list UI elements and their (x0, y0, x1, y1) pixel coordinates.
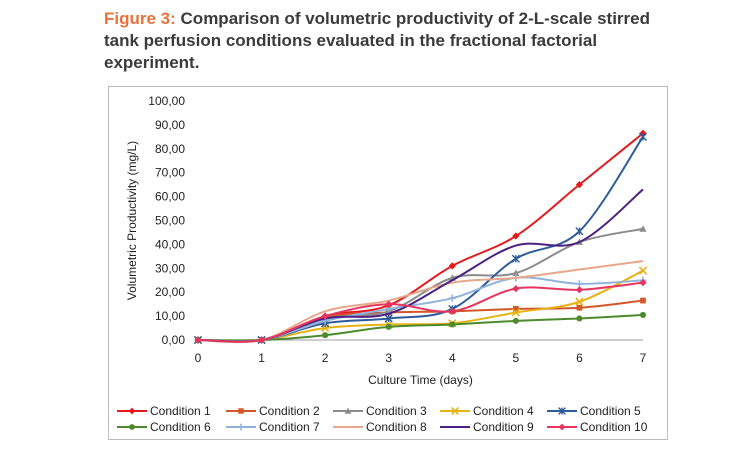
data-point (512, 306, 519, 312)
legend-label: Condition 2 (259, 404, 320, 418)
legend-item: Condition 3 (333, 404, 427, 418)
data-point (511, 254, 520, 263)
legend-marker (451, 407, 459, 415)
data-point (257, 336, 266, 344)
data-point (638, 132, 648, 141)
data-point (639, 225, 647, 232)
data-point (321, 312, 329, 320)
legend-label: Condition 5 (580, 404, 641, 418)
data-point (576, 315, 583, 322)
data-point (512, 269, 520, 276)
legend-item: Condition 2 (226, 404, 320, 418)
figure-label: Figure 3: (104, 9, 176, 28)
data-point (638, 266, 648, 275)
data-point (575, 297, 584, 306)
legend-marker (128, 407, 136, 415)
y-tick-label: 10,00 (155, 309, 185, 323)
data-point (448, 307, 456, 315)
data-point (448, 294, 456, 302)
y-axis-ticks: 0,00 10,00 20,00 30,00 40,00 50,00 60,00 70,00 8… (148, 94, 185, 347)
series-line (197, 132, 644, 343)
legend-marker (558, 407, 566, 415)
series-line (197, 136, 644, 343)
legend-item: Condition 10 (547, 420, 648, 434)
y-tick-label: 40,00 (155, 237, 185, 251)
legend-item: Condition 5 (547, 404, 641, 418)
x-axis-title: Culture Time (days) (368, 373, 473, 387)
legend-label: Condition 10 (580, 420, 648, 434)
legend-marker (238, 408, 244, 414)
y-tick-label: 20,00 (155, 285, 185, 299)
legend-item: Condition 6 (117, 420, 211, 434)
x-tick-label: 1 (258, 351, 265, 365)
x-tick-label: 4 (449, 351, 456, 365)
y-tick-label: 30,00 (155, 261, 185, 275)
data-point (512, 232, 520, 240)
figure-caption-text: Comparison of volumetric productivity of… (104, 9, 651, 72)
legend-label: Condition 4 (473, 404, 534, 418)
legend-marker (558, 423, 566, 431)
y-tick-label: 0,00 (162, 333, 186, 347)
y-tick-label: 60,00 (155, 190, 185, 204)
data-point (512, 285, 520, 293)
data-point (511, 308, 521, 317)
y-tick-label: 100,00 (148, 94, 185, 108)
data-point (449, 321, 456, 328)
y-axis-title: Volumetric Productivity (mg/L) (125, 141, 139, 300)
chart-frame (108, 86, 668, 440)
x-axis-ticks: 0 1 2 3 4 5 6 7 (195, 351, 647, 365)
x-tick-label: 6 (576, 351, 583, 365)
data-point (512, 317, 519, 324)
legend-label: Condition 1 (150, 404, 211, 418)
legend-item: Condition 8 (333, 420, 427, 434)
data-point (385, 323, 392, 330)
legend-label: Condition 7 (259, 420, 320, 434)
figure-caption: Figure 3: Comparison of volumetric produ… (104, 8, 664, 74)
series-line (197, 281, 644, 343)
series-10 (194, 279, 647, 344)
legend-item: Condition 7 (226, 420, 320, 434)
data-point (576, 304, 583, 311)
data-point (575, 227, 584, 236)
data-point (640, 297, 646, 304)
data-point (639, 311, 647, 318)
data-point (385, 300, 393, 308)
x-tick-label: 3 (385, 351, 392, 365)
legend-label: Condition 6 (150, 420, 211, 434)
legend-label: Condition 8 (366, 420, 427, 434)
y-tick-label: 90,00 (155, 118, 185, 132)
series-layer (193, 129, 648, 345)
data-point (384, 314, 393, 323)
legend-label: Condition 3 (366, 404, 427, 418)
series-line (197, 269, 644, 342)
legend-marker (344, 407, 352, 414)
series-line (197, 260, 644, 344)
data-point (575, 286, 584, 294)
y-tick-label: 70,00 (155, 166, 185, 180)
y-tick-label: 80,00 (155, 142, 185, 156)
legend-marker (237, 423, 245, 431)
series-8 (197, 260, 644, 344)
legend-marker (129, 424, 135, 430)
data-point (448, 262, 456, 270)
legend-item: Condition 1 (117, 404, 211, 418)
legend-item: Condition 9 (440, 420, 534, 434)
legend: Condition 1 Condition 2 Condition 3 Conditi… (117, 404, 648, 434)
x-tick-label: 7 (640, 351, 647, 365)
x-tick-label: 5 (513, 351, 520, 365)
legend-label: Condition 9 (473, 420, 534, 434)
data-point (575, 181, 584, 189)
series-line (197, 299, 644, 343)
data-point (322, 332, 329, 339)
x-tick-label: 2 (322, 351, 329, 365)
legend-item: Condition 4 (440, 404, 534, 418)
x-tick-label: 0 (195, 351, 202, 365)
data-point (194, 336, 202, 344)
data-point (639, 279, 647, 287)
y-tick-label: 50,00 (155, 214, 185, 228)
